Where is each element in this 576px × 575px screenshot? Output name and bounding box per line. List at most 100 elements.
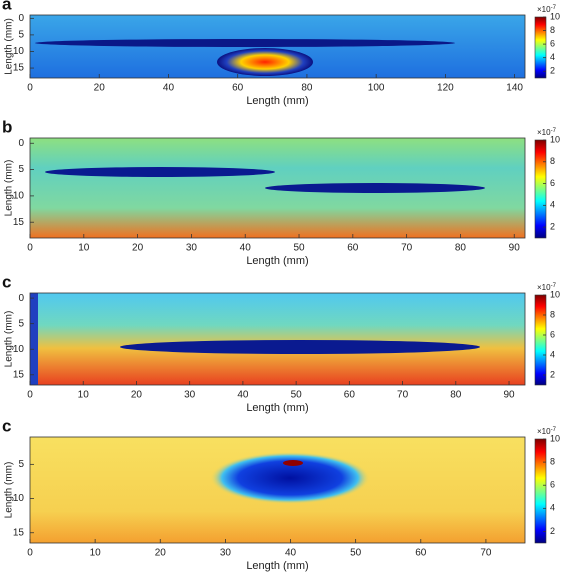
y-tick-label: 10: [13, 493, 25, 504]
y-tick-label: 10: [13, 344, 25, 355]
x-axis-label: Length (mm): [246, 95, 308, 107]
x-tick-label: 20: [131, 390, 143, 401]
x-axis-label: Length (mm): [246, 560, 308, 572]
x-tick-label: 40: [163, 83, 175, 94]
colorbar-exponent: ×10-7: [537, 283, 557, 293]
x-tick-label: 40: [240, 243, 252, 254]
y-axis-label: Length (mm): [4, 160, 15, 217]
x-tick-label: 20: [155, 548, 167, 559]
heatmap-d: [30, 437, 525, 543]
colorbar: [534, 438, 547, 544]
plot-frame: [29, 292, 526, 386]
x-axis-label: Length (mm): [246, 402, 308, 414]
colorbar-tick-label: 4: [550, 503, 555, 513]
x-tick-label: 30: [184, 390, 196, 401]
x-tick-label: 20: [94, 83, 106, 94]
colorbar-tick-label: 8: [550, 309, 555, 319]
y-tick-label: 5: [18, 459, 24, 470]
y-tick-label: 15: [13, 63, 25, 74]
colorbar: [534, 16, 547, 79]
colorbar-exponent: ×10-7: [537, 427, 557, 437]
colorbar-tick-label: 10: [550, 433, 560, 443]
colorbar-tick-label: 4: [550, 52, 555, 62]
x-tick-label: 90: [503, 390, 515, 401]
x-tick-label: 50: [291, 390, 303, 401]
colorbar-power: -7: [551, 427, 557, 433]
plot-frame: [29, 436, 526, 544]
colorbar-multiplier: ×10: [537, 427, 551, 436]
x-tick-label: 50: [293, 243, 305, 254]
colorbar-tick-label: 6: [550, 480, 555, 490]
y-tick-label: 5: [18, 164, 24, 175]
panel-label: a: [2, 0, 12, 13]
y-tick-label: 0: [18, 13, 24, 24]
x-tick-label: 40: [285, 548, 297, 559]
y-axis-label: Length (mm): [4, 311, 15, 368]
colorbar-multiplier: ×10: [537, 128, 551, 137]
panel-label: c: [2, 272, 11, 291]
x-tick-label: 90: [509, 243, 521, 254]
colorbar-tick-label: 8: [550, 156, 555, 166]
panel-label: c: [2, 416, 11, 435]
colorbar-power: -7: [551, 5, 557, 11]
y-tick-label: 5: [18, 318, 24, 329]
x-tick-label: 40: [237, 390, 249, 401]
x-tick-label: 70: [401, 243, 413, 254]
x-tick-label: 140: [506, 83, 523, 94]
x-tick-label: 10: [78, 243, 90, 254]
x-tick-label: 80: [301, 83, 313, 94]
x-tick-label: 50: [350, 548, 362, 559]
colorbar-tick-label: 2: [550, 221, 555, 231]
y-tick-label: 15: [13, 527, 25, 538]
colorbar-exponent: ×10-7: [537, 5, 557, 15]
colorbar-tick-label: 4: [550, 349, 555, 359]
colorbar-tick-label: 10: [550, 134, 560, 144]
colorbar-multiplier: ×10: [537, 283, 551, 292]
x-tick-label: 60: [344, 390, 356, 401]
plot-frame: [29, 137, 526, 239]
x-tick-label: 70: [397, 390, 409, 401]
heatmap-a: [30, 15, 525, 78]
y-tick-label: 15: [13, 217, 25, 228]
x-tick-label: 10: [90, 548, 102, 559]
x-tick-label: 60: [232, 83, 244, 94]
x-tick-label: 80: [455, 243, 467, 254]
x-tick-label: 0: [27, 390, 33, 401]
colorbar-tick-label: 6: [550, 329, 555, 339]
colorbar-tick-label: 6: [550, 38, 555, 48]
x-tick-label: 30: [220, 548, 232, 559]
x-tick-label: 80: [450, 390, 462, 401]
colorbar-power: -7: [551, 128, 557, 134]
y-tick-label: 15: [13, 369, 25, 380]
colorbar-tick-label: 2: [550, 526, 555, 536]
colorbar-tick-label: 4: [550, 200, 555, 210]
x-tick-label: 60: [415, 548, 427, 559]
x-axis-label: Length (mm): [246, 255, 308, 267]
x-tick-label: 0: [27, 243, 33, 254]
x-tick-label: 30: [186, 243, 198, 254]
colorbar-tick-label: 2: [550, 369, 555, 379]
x-tick-label: 70: [480, 548, 492, 559]
y-tick-label: 10: [13, 191, 25, 202]
colorbar-tick-label: 2: [550, 66, 555, 76]
y-tick-label: 0: [18, 138, 24, 149]
colorbar-tick-label: 10: [550, 289, 560, 299]
panel-label: b: [2, 117, 12, 136]
colorbar-tick-label: 10: [550, 11, 560, 21]
heatmap-b: [30, 138, 525, 238]
heatmap-c: [30, 293, 525, 385]
colorbar-tick-label: 8: [550, 25, 555, 35]
colorbar-exponent: ×10-7: [537, 128, 557, 138]
y-axis-label: Length (mm): [4, 18, 15, 75]
y-axis-label: Length (mm): [4, 462, 15, 519]
colorbar-multiplier: ×10: [537, 5, 551, 14]
y-tick-label: 0: [18, 293, 24, 304]
colorbar-tick-label: 6: [550, 178, 555, 188]
x-tick-label: 20: [132, 243, 144, 254]
colorbar: [534, 139, 547, 239]
plot-frame: [29, 14, 526, 79]
y-tick-label: 10: [13, 46, 25, 57]
x-tick-label: 0: [27, 83, 33, 94]
x-tick-label: 0: [27, 548, 33, 559]
